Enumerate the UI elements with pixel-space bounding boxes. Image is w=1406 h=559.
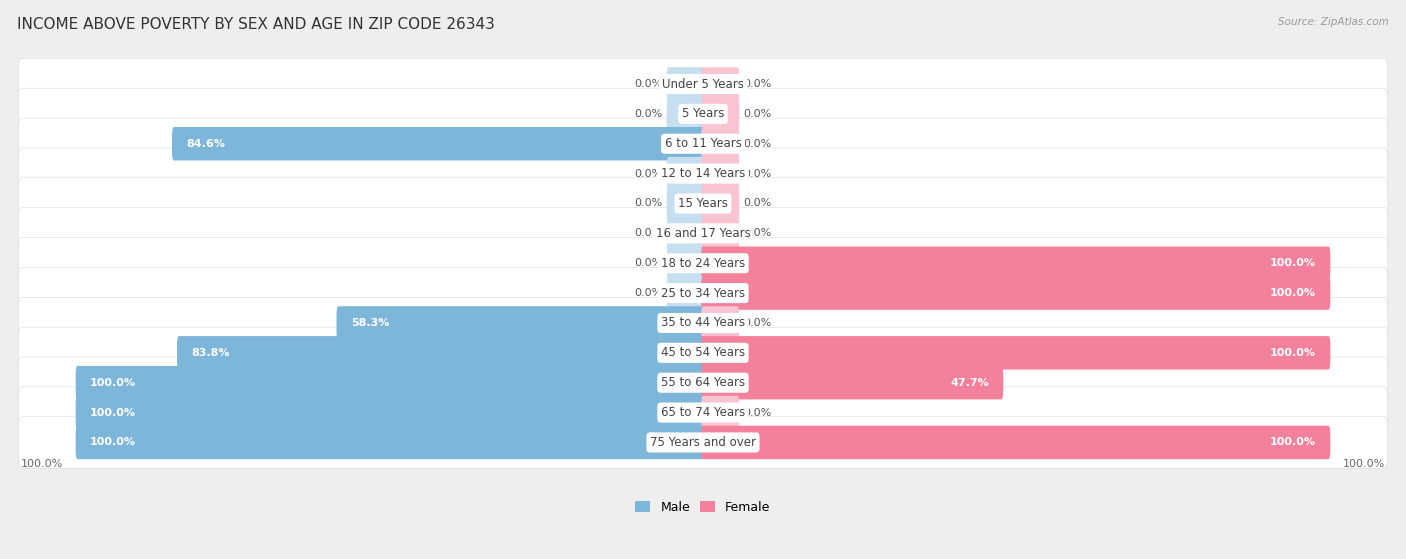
FancyBboxPatch shape <box>18 417 1388 468</box>
FancyBboxPatch shape <box>702 187 740 220</box>
FancyBboxPatch shape <box>702 247 1330 280</box>
FancyBboxPatch shape <box>177 336 704 369</box>
Text: 0.0%: 0.0% <box>634 109 662 119</box>
FancyBboxPatch shape <box>666 187 704 220</box>
FancyBboxPatch shape <box>702 396 740 429</box>
Text: 100.0%: 100.0% <box>90 378 136 388</box>
FancyBboxPatch shape <box>666 67 704 101</box>
Text: 16 and 17 Years: 16 and 17 Years <box>655 227 751 240</box>
Text: 6 to 11 Years: 6 to 11 Years <box>665 138 741 150</box>
Text: 45 to 54 Years: 45 to 54 Years <box>661 347 745 359</box>
Text: 0.0%: 0.0% <box>744 198 772 209</box>
Text: Source: ZipAtlas.com: Source: ZipAtlas.com <box>1278 17 1389 27</box>
FancyBboxPatch shape <box>18 148 1388 200</box>
Text: 100.0%: 100.0% <box>1270 348 1316 358</box>
Text: 0.0%: 0.0% <box>744 169 772 179</box>
Text: 83.8%: 83.8% <box>191 348 229 358</box>
FancyBboxPatch shape <box>666 276 704 310</box>
Text: 35 to 44 Years: 35 to 44 Years <box>661 316 745 329</box>
Text: 0.0%: 0.0% <box>744 139 772 149</box>
FancyBboxPatch shape <box>18 58 1388 110</box>
Text: 58.3%: 58.3% <box>352 318 389 328</box>
FancyBboxPatch shape <box>702 217 740 250</box>
FancyBboxPatch shape <box>18 178 1388 229</box>
FancyBboxPatch shape <box>666 97 704 131</box>
FancyBboxPatch shape <box>702 306 740 340</box>
FancyBboxPatch shape <box>18 297 1388 349</box>
Text: 18 to 24 Years: 18 to 24 Years <box>661 257 745 270</box>
Text: 5 Years: 5 Years <box>682 107 724 120</box>
Text: 100.0%: 100.0% <box>90 408 136 418</box>
FancyBboxPatch shape <box>18 387 1388 438</box>
Text: 0.0%: 0.0% <box>744 79 772 89</box>
FancyBboxPatch shape <box>76 366 704 400</box>
Text: 0.0%: 0.0% <box>744 408 772 418</box>
FancyBboxPatch shape <box>18 267 1388 319</box>
FancyBboxPatch shape <box>172 127 704 160</box>
FancyBboxPatch shape <box>18 327 1388 378</box>
Text: 0.0%: 0.0% <box>744 109 772 119</box>
FancyBboxPatch shape <box>76 426 704 459</box>
Text: 100.0%: 100.0% <box>90 438 136 447</box>
FancyBboxPatch shape <box>666 247 704 280</box>
FancyBboxPatch shape <box>76 396 704 429</box>
FancyBboxPatch shape <box>336 306 704 340</box>
FancyBboxPatch shape <box>18 357 1388 409</box>
Text: 84.6%: 84.6% <box>187 139 225 149</box>
Text: 65 to 74 Years: 65 to 74 Years <box>661 406 745 419</box>
Text: 55 to 64 Years: 55 to 64 Years <box>661 376 745 389</box>
Text: 15 Years: 15 Years <box>678 197 728 210</box>
FancyBboxPatch shape <box>666 217 704 250</box>
Text: 100.0%: 100.0% <box>1343 459 1385 469</box>
Text: 0.0%: 0.0% <box>634 229 662 238</box>
FancyBboxPatch shape <box>18 118 1388 169</box>
Legend: Male, Female: Male, Female <box>636 501 770 514</box>
FancyBboxPatch shape <box>666 157 704 191</box>
Text: 100.0%: 100.0% <box>1270 438 1316 447</box>
FancyBboxPatch shape <box>702 426 1330 459</box>
FancyBboxPatch shape <box>18 238 1388 289</box>
FancyBboxPatch shape <box>702 366 1004 400</box>
Text: 12 to 14 Years: 12 to 14 Years <box>661 167 745 180</box>
Text: 75 Years and over: 75 Years and over <box>650 436 756 449</box>
FancyBboxPatch shape <box>702 276 1330 310</box>
Text: 100.0%: 100.0% <box>1270 258 1316 268</box>
Text: 100.0%: 100.0% <box>1270 288 1316 298</box>
FancyBboxPatch shape <box>702 67 740 101</box>
Text: 0.0%: 0.0% <box>634 198 662 209</box>
FancyBboxPatch shape <box>18 207 1388 259</box>
Text: INCOME ABOVE POVERTY BY SEX AND AGE IN ZIP CODE 26343: INCOME ABOVE POVERTY BY SEX AND AGE IN Z… <box>17 17 495 32</box>
FancyBboxPatch shape <box>702 336 1330 369</box>
FancyBboxPatch shape <box>702 127 740 160</box>
Text: 0.0%: 0.0% <box>634 169 662 179</box>
FancyBboxPatch shape <box>18 88 1388 140</box>
Text: 0.0%: 0.0% <box>744 318 772 328</box>
Text: 0.0%: 0.0% <box>634 258 662 268</box>
Text: 100.0%: 100.0% <box>21 459 63 469</box>
Text: 25 to 34 Years: 25 to 34 Years <box>661 287 745 300</box>
Text: 47.7%: 47.7% <box>950 378 988 388</box>
Text: 0.0%: 0.0% <box>744 229 772 238</box>
Text: 0.0%: 0.0% <box>634 79 662 89</box>
FancyBboxPatch shape <box>702 97 740 131</box>
Text: 0.0%: 0.0% <box>634 288 662 298</box>
FancyBboxPatch shape <box>702 157 740 191</box>
Text: Under 5 Years: Under 5 Years <box>662 78 744 91</box>
